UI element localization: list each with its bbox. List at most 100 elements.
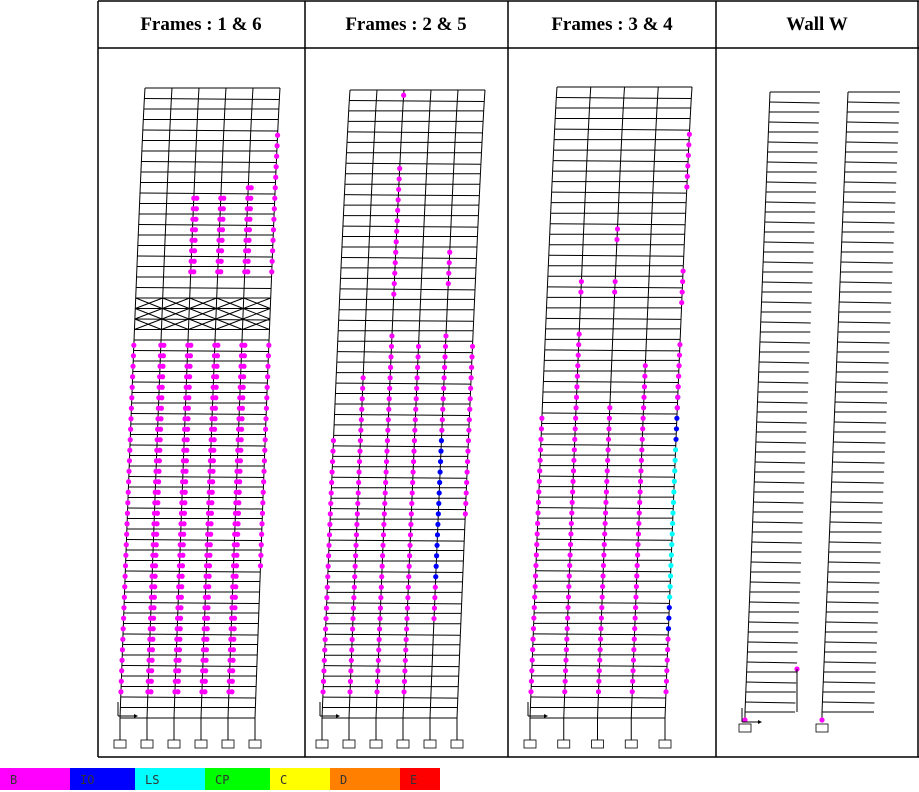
- support: [624, 739, 638, 749]
- hinge: [330, 448, 336, 454]
- hinge: [640, 426, 646, 432]
- member: [215, 308, 244, 320]
- hinge: [412, 427, 418, 433]
- member: [250, 108, 253, 120]
- hinge: [191, 269, 197, 275]
- hinge: [532, 573, 539, 579]
- member: [188, 308, 217, 320]
- legend-swatch: [205, 768, 270, 790]
- member: [375, 100, 377, 111]
- hinge: [641, 394, 647, 400]
- hinge: [665, 626, 672, 632]
- hinge: [467, 396, 473, 402]
- legend-label: LS: [145, 773, 159, 787]
- hinge: [124, 510, 131, 516]
- hinge: [248, 185, 254, 191]
- member: [331, 476, 467, 479]
- hinge: [534, 541, 540, 548]
- hinge: [184, 447, 190, 453]
- hinge: [529, 668, 535, 674]
- member: [345, 142, 348, 153]
- support: [113, 739, 127, 749]
- hinge: [438, 438, 445, 444]
- hinge: [153, 542, 159, 548]
- hinge: [130, 353, 137, 359]
- member: [653, 150, 656, 161]
- hinge: [599, 594, 605, 600]
- hinge: [570, 489, 576, 495]
- hinge: [573, 415, 579, 421]
- hinge: [353, 553, 359, 559]
- hinge: [124, 531, 130, 537]
- member: [120, 696, 256, 699]
- hinge: [356, 469, 362, 475]
- hinge: [635, 552, 641, 558]
- member: [347, 131, 483, 134]
- hinge: [539, 415, 545, 421]
- hinge: [388, 343, 395, 350]
- member: [757, 401, 808, 404]
- support: [591, 739, 604, 749]
- hinge: [219, 237, 225, 243]
- hinge: [263, 426, 269, 432]
- hinge: [320, 689, 326, 695]
- hinge: [159, 384, 165, 390]
- hinge: [567, 552, 573, 558]
- member: [760, 321, 811, 324]
- hinge: [534, 531, 540, 537]
- hinge: [179, 563, 186, 569]
- hinge: [126, 468, 132, 474]
- hinge: [183, 479, 189, 485]
- hinge: [150, 626, 156, 632]
- support: [423, 739, 437, 749]
- hinge: [214, 353, 221, 359]
- hinge: [264, 395, 270, 401]
- hinge: [357, 438, 364, 444]
- member: [215, 318, 244, 330]
- hinge: [237, 458, 244, 464]
- support: [342, 739, 356, 749]
- hinge: [670, 510, 676, 516]
- hinge: [149, 647, 156, 653]
- member: [654, 129, 657, 140]
- hinge: [359, 396, 365, 402]
- hinge: [219, 248, 225, 254]
- hinge: [128, 426, 134, 432]
- member: [759, 341, 810, 344]
- member: [135, 297, 163, 309]
- member: [169, 108, 172, 120]
- member: [759, 361, 810, 364]
- hinge: [631, 647, 637, 653]
- hinge: [177, 636, 183, 642]
- legend-label: E: [410, 773, 417, 787]
- hinge: [238, 437, 244, 443]
- member: [375, 89, 378, 101]
- hinge: [273, 174, 279, 180]
- hinge: [265, 374, 271, 380]
- hinge: [636, 510, 642, 516]
- member: [478, 194, 480, 206]
- hinge: [234, 552, 240, 558]
- hinge: [192, 248, 198, 254]
- hinge: [379, 574, 385, 580]
- hinge: [395, 207, 401, 213]
- hinge: [535, 520, 541, 527]
- hinge: [159, 395, 165, 401]
- hinge: [568, 531, 574, 537]
- hinge: [392, 270, 398, 276]
- hinge: [185, 426, 191, 432]
- hinge: [637, 478, 644, 484]
- hinge: [388, 354, 394, 360]
- member: [374, 110, 377, 122]
- hinge: [150, 615, 157, 621]
- hinge: [436, 490, 442, 496]
- hinge: [528, 678, 535, 684]
- member: [402, 100, 404, 111]
- member: [345, 152, 347, 164]
- hinge: [209, 500, 215, 506]
- hinge: [328, 490, 334, 496]
- hinge: [572, 426, 578, 432]
- hinge: [205, 594, 211, 600]
- hinge: [605, 447, 611, 453]
- hinge: [441, 375, 447, 381]
